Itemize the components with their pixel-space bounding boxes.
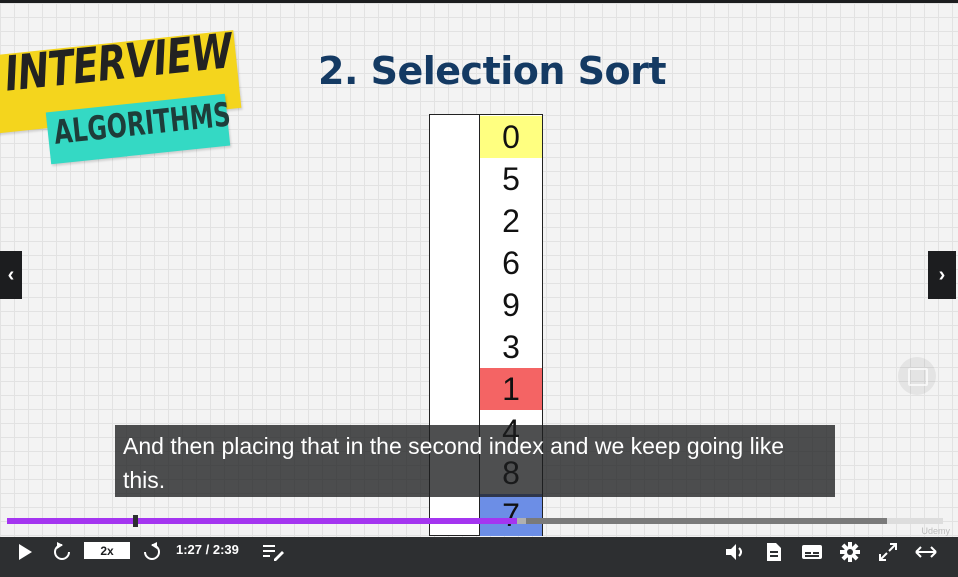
picture-in-picture-icon[interactable] [898, 357, 936, 395]
array-cell: 6 [480, 242, 542, 284]
course-logo: INTERVIEW ALGORITHMS [0, 23, 248, 165]
watermark: Udemy [921, 526, 950, 536]
volume-icon [726, 544, 742, 560]
array-column: 0526931487 [479, 114, 543, 536]
fullscreen-icon [879, 543, 897, 561]
transcript-icon [767, 543, 781, 561]
chevron-left-icon: ‹ [7, 263, 15, 286]
time-display: 1:27 / 2:39 [176, 542, 239, 557]
slide-title: 2. Selection Sort [318, 49, 667, 93]
progress-bar[interactable] [7, 518, 887, 524]
array-cell: 9 [480, 284, 542, 326]
rewind-icon [54, 542, 70, 560]
subtitle-caption: And then placing that in the second inde… [115, 425, 835, 497]
player-controls: 2x 1:27 / 2:39 [0, 537, 958, 577]
next-lecture-button[interactable]: › [928, 251, 956, 299]
play-icon [19, 544, 32, 560]
chevron-right-icon: › [938, 263, 946, 286]
transcript-button[interactable] [763, 537, 785, 567]
array-cell: 1 [480, 368, 542, 410]
progress-bar-end [887, 518, 943, 524]
scrub-handle[interactable] [133, 515, 138, 527]
array-cell: 5 [480, 158, 542, 200]
play-button[interactable] [12, 537, 38, 567]
expand-button[interactable] [913, 537, 939, 567]
add-note-icon [263, 545, 284, 561]
played-bar [7, 518, 517, 524]
forward-icon [144, 542, 160, 560]
captions-button[interactable] [800, 537, 824, 567]
array-cell: 0 [480, 116, 542, 158]
forward-button[interactable] [140, 537, 164, 567]
previous-lecture-button[interactable]: ‹ [0, 251, 22, 299]
fullscreen-button[interactable] [876, 537, 900, 567]
captions-icon [802, 545, 822, 559]
array-cell: 7 [480, 494, 542, 536]
expand-arrows-icon [915, 546, 937, 558]
notes-button[interactable] [260, 537, 286, 567]
volume-button[interactable] [724, 537, 748, 567]
top-bar [0, 0, 958, 3]
gear-icon [840, 542, 860, 562]
array-cell: 2 [480, 200, 542, 242]
settings-button[interactable] [838, 537, 862, 567]
playback-speed-button[interactable]: 2x [84, 542, 130, 559]
rewind-button[interactable] [50, 537, 74, 567]
array-cell: 3 [480, 326, 542, 368]
